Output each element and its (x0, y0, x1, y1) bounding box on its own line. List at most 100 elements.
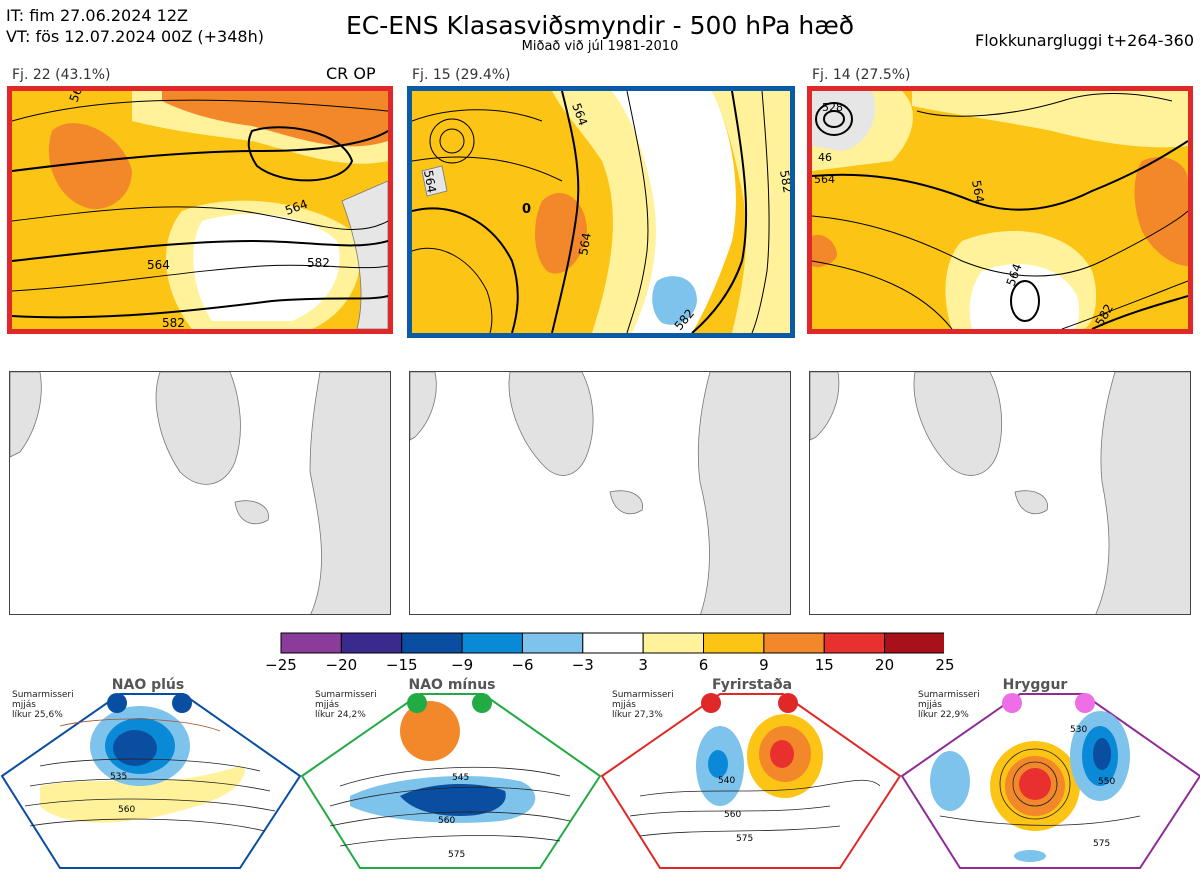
contour-label: 560 (724, 810, 741, 820)
height-contour (999, 748, 1071, 820)
height-contour (12, 239, 388, 262)
anomaly-fill (535, 192, 587, 274)
height-contour (12, 264, 388, 292)
regime-2-note: Sumarmisseri mjjás líkur 24,2% (315, 690, 377, 720)
anomaly-fill (930, 751, 970, 811)
colorbar-tick-label: 9 (759, 656, 769, 674)
regime-1-note: Sumarmisseri mjjás líkur 25,6% (12, 690, 74, 720)
cluster-3-label: Fj. 14 (27.5%) (812, 67, 911, 83)
colorbar-tick-label: 6 (698, 656, 709, 674)
height-contour (412, 247, 493, 333)
anomaly-fill (400, 784, 506, 816)
coastline-svg (10, 372, 390, 614)
cluster-1-label: Fj. 22 (43.1%) (12, 67, 111, 83)
regime-nao-plus-map: 535 560 (0, 693, 302, 869)
colorbar-swatch (582, 632, 644, 654)
height-contour (1010, 280, 1040, 322)
contour-label: 0 (522, 202, 531, 217)
colorbar-swatch (401, 632, 463, 654)
contour-label: 582 (162, 316, 185, 329)
contour-label: 564 (814, 173, 835, 186)
colorbar-swatch (703, 632, 765, 654)
contour-label: 564 (421, 169, 439, 194)
height-contour (429, 118, 475, 164)
anomaly-fill (712, 91, 790, 333)
contour-label: 575 (448, 850, 465, 860)
empty-map-2 (409, 371, 791, 615)
regime-fans-svg: 535 560 545 560 575 540 560 575 (0, 693, 1200, 869)
land-area (341, 180, 388, 329)
contour-label: 540 (718, 776, 735, 786)
europe-land (697, 372, 790, 614)
height-contour (1061, 280, 1188, 329)
regime-nao-minus-map: 545 560 575 (300, 693, 602, 869)
colorbar-swatch (823, 632, 886, 654)
height-contour (629, 779, 881, 837)
initial-time: IT: fim 27.06.2024 12Z (6, 6, 188, 25)
contour-label: 46 (818, 151, 832, 164)
cluster-1-tag: CR OP (326, 64, 376, 83)
anomaly-fill (162, 91, 388, 147)
regime-4-dot (1002, 693, 1022, 713)
canada-land (10, 372, 42, 458)
regime-probability: líkur 25,6% (12, 710, 63, 720)
empty-map-1 (9, 371, 391, 615)
land-area (421, 165, 448, 197)
anomaly-fill (652, 276, 697, 325)
height-contour (12, 206, 388, 231)
height-contour (916, 93, 1173, 117)
regime-season: Sumarmisseri (12, 690, 74, 700)
regime-3-dot (778, 693, 798, 713)
regime-4-dot (1075, 693, 1095, 713)
colorbar-swatches (280, 632, 946, 654)
colorbar-swatch (340, 632, 403, 654)
height-contour (812, 140, 1188, 211)
regime-3-name: Fyrirstaða (711, 677, 793, 693)
canada-land (410, 372, 437, 441)
height-contour (439, 128, 465, 154)
height-contour (329, 766, 571, 847)
anomaly-fill (612, 91, 736, 333)
height-contour (751, 91, 770, 333)
regime-probability: líkur 22,9% (918, 710, 969, 720)
cluster-1-anomaly-svg: 564 564 582 582 564 (12, 91, 388, 329)
contour-label: 582 (307, 256, 330, 270)
regime-mode: mjjás (12, 700, 36, 710)
contour-label: 560 (438, 816, 455, 826)
height-contour (812, 260, 953, 329)
greenland-land (155, 372, 241, 485)
regime-mode: mjjás (918, 700, 942, 710)
header-times: IT: fim 27.06.2024 12Z VT: fös 12.07.202… (6, 5, 264, 47)
regime-mode: mjjás (612, 700, 636, 710)
anomaly-fill (1093, 738, 1111, 770)
anomaly-fill (812, 234, 837, 268)
colorbar-swatch (280, 632, 342, 654)
regime-2-dot (472, 693, 492, 713)
colorbar-swatch (521, 632, 584, 654)
europe-land (309, 372, 390, 614)
coastline-svg (410, 372, 790, 614)
colorbar-swatch (461, 632, 523, 654)
contour-label: 575 (736, 834, 753, 844)
height-contour (247, 126, 354, 182)
colorbar-swatch (642, 632, 705, 654)
colorbar-tick-label: 15 (814, 656, 834, 674)
iceland-land (234, 500, 269, 525)
contour-label: 582 (777, 169, 790, 194)
cluster-2-map: 564 564 564 582 0 582 (407, 86, 795, 338)
regime-blocking-map: 540 560 575 (600, 693, 902, 869)
regime-1-name: NAO plús (111, 677, 185, 693)
contour-label: 528 (822, 101, 843, 114)
regime-3-dot (701, 693, 721, 713)
height-contour (412, 109, 563, 182)
anomaly-colorbar (280, 632, 946, 658)
colorbar-tick-label: 25 (935, 656, 955, 674)
anomaly-fill (48, 123, 132, 210)
colorbar-tick-label: −20 (325, 656, 358, 674)
anomaly-fill (400, 701, 460, 761)
iceland-land (1014, 490, 1048, 515)
anomaly-fill (1014, 850, 1046, 862)
contour-label: 564 (147, 258, 170, 272)
colorbar-swatch (763, 632, 825, 654)
iceland-land (609, 490, 643, 515)
